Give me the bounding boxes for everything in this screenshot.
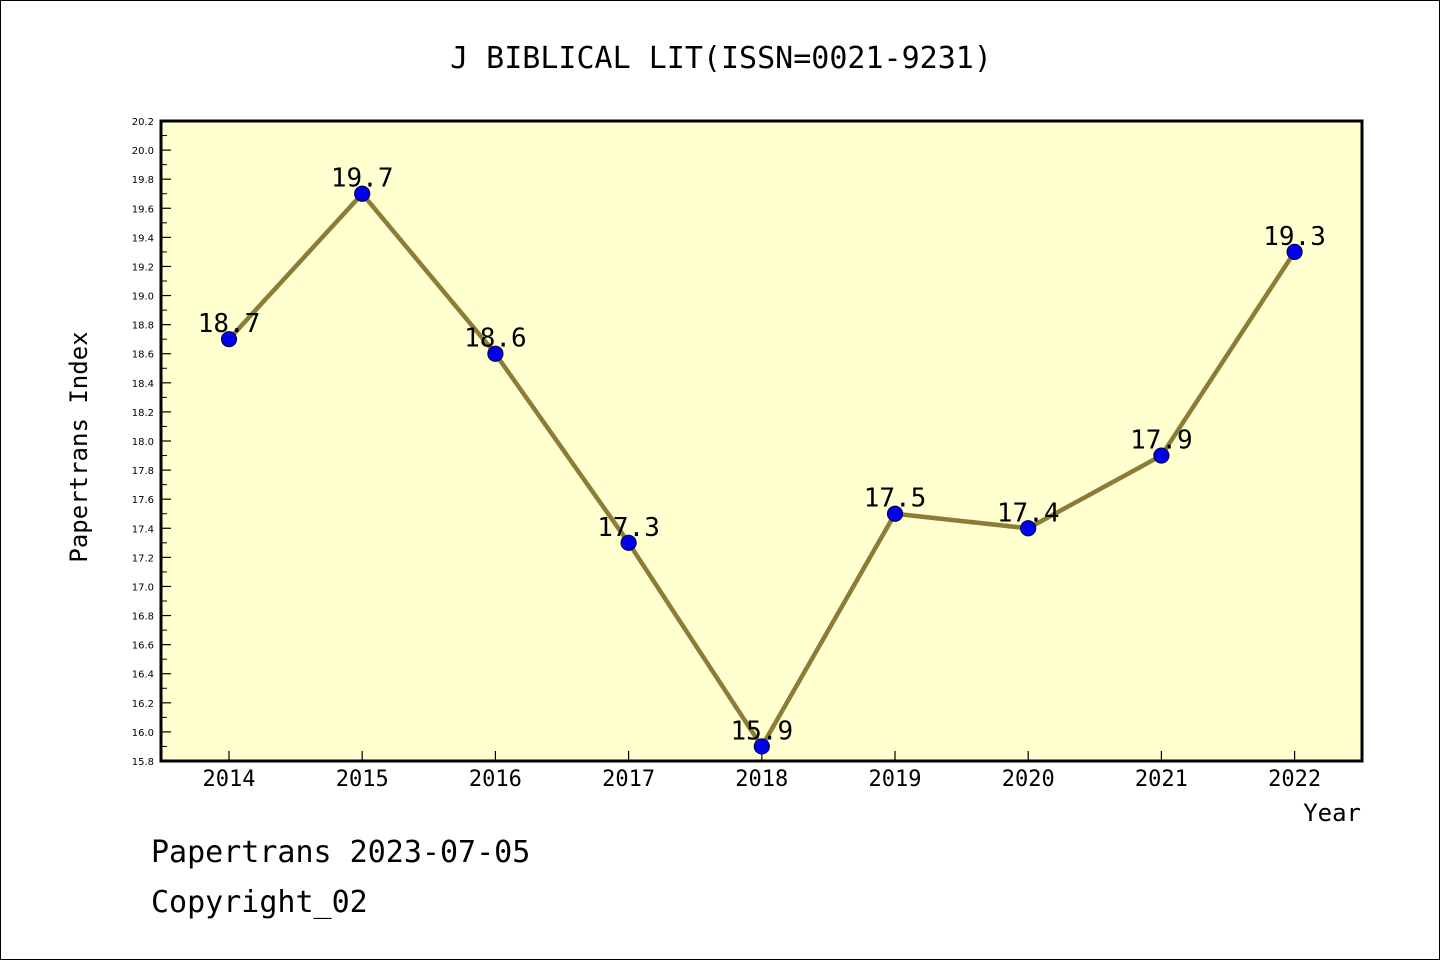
- data-point-marker: [354, 185, 371, 202]
- y-axis-ticks: 15.8 16.0 16.2 16.4 16.6 16.8 17.0 17.2 17.4 17.6…: [132, 117, 171, 768]
- data-label: 19.3: [1263, 222, 1326, 252]
- y-tick-label: 19.0: [132, 292, 154, 303]
- y-tick-label: 18.8: [132, 321, 154, 332]
- data-label: 17.4: [997, 498, 1060, 528]
- y-tick-label: 17.4: [132, 524, 154, 535]
- x-axis-ticks: 2014 2015 2016 2017 2018 2019 2020 2021 2022: [203, 751, 1321, 792]
- data-point-marker: [220, 331, 238, 348]
- x-tick-label: 2018: [735, 767, 788, 792]
- y-tick-label: 16.0: [132, 728, 154, 739]
- footer-date-text: Papertrans 2023-07-05: [151, 835, 531, 870]
- y-tick-label: 16.8: [132, 612, 154, 623]
- y-tick-label: 18.0: [132, 437, 154, 448]
- y-tick-label: 17.6: [132, 495, 154, 506]
- x-tick-label: 2015: [336, 767, 389, 792]
- y-tick-label: 15.8: [132, 757, 154, 768]
- y-tick-label: 17.8: [132, 466, 154, 477]
- x-tick-label: 2020: [1002, 767, 1055, 792]
- y-tick-label: 16.2: [132, 699, 154, 710]
- y-tick-label: 19.2: [132, 262, 154, 273]
- data-label: 18.6: [464, 324, 527, 354]
- chart-title: J BIBLICAL LIT(ISSN=0021-9231): [450, 41, 992, 76]
- data-point-marker: [886, 505, 904, 522]
- y-tick-label: 16.4: [132, 670, 154, 681]
- data-point-marker: [620, 534, 637, 551]
- x-tick-label: 2017: [602, 767, 655, 792]
- y-tick-label: 17.0: [132, 582, 154, 593]
- data-label: 17.5: [864, 484, 927, 514]
- y-tick-label: 16.6: [132, 641, 154, 652]
- data-label: 17.9: [1130, 426, 1193, 456]
- x-tick-label: 2014: [203, 767, 256, 792]
- x-tick-label: 2016: [469, 767, 522, 792]
- y-tick-label: 17.2: [132, 553, 154, 564]
- x-axis-label: Year: [1303, 799, 1361, 827]
- y-tick-label: 19.4: [132, 233, 154, 244]
- data-point-marker: [487, 345, 504, 362]
- plot-area: [159, 119, 1364, 763]
- x-tick-label: 2019: [869, 767, 922, 792]
- data-label: 18.7: [198, 309, 261, 339]
- data-label: 15.9: [730, 716, 793, 746]
- data-label: 17.3: [597, 513, 660, 543]
- x-tick-label: 2021: [1135, 767, 1188, 792]
- data-label: 19.7: [331, 164, 394, 194]
- data-point-marker: [1153, 447, 1170, 464]
- y-tick-label: 18.6: [132, 350, 154, 361]
- y-tick-label: 20.2: [132, 117, 154, 128]
- data-point-marker: [1020, 520, 1037, 537]
- y-axis-label: Papertrans Index: [65, 331, 93, 562]
- y-tick-label: 18.4: [132, 379, 154, 390]
- y-tick-label: 19.6: [132, 204, 154, 215]
- y-tick-label: 20.0: [132, 146, 154, 157]
- series-layer: 18.7 19.7 18.6 17.3 15.9 17.5 17.4 17.9 19.3: [198, 164, 1326, 755]
- data-point-marker: [753, 738, 770, 755]
- y-tick-label: 19.8: [132, 175, 154, 186]
- x-tick-label: 2022: [1268, 767, 1321, 792]
- footer-copyright-text: Copyright_02: [151, 885, 368, 920]
- y-tick-label: 18.2: [132, 408, 154, 419]
- data-point-marker: [1286, 243, 1303, 261]
